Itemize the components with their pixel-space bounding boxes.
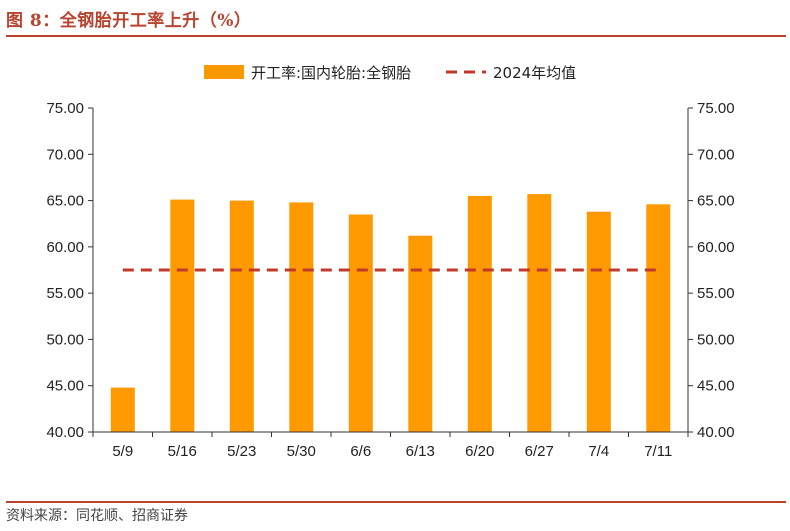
y-tick-label-right: 40.00 (697, 424, 735, 441)
x-tick-label: 5/16 (168, 443, 197, 460)
source-note: 资料来源：同花顺、招商证券 (6, 508, 188, 524)
source-rule (6, 501, 786, 503)
legend-bar-swatch (204, 65, 244, 79)
y-tick-label-right: 45.00 (697, 378, 735, 395)
bar-6-13 (408, 235, 433, 432)
bar-6-20 (467, 195, 492, 432)
bar-7-11 (646, 204, 671, 432)
x-tick-label: 7/4 (588, 443, 609, 460)
y-tick-label-left: 70.00 (46, 146, 84, 163)
y-tick-label-left: 40.00 (46, 424, 84, 441)
y-tick-label-right: 50.00 (697, 331, 735, 348)
x-tick-label: 5/30 (287, 443, 316, 460)
legend-line-label: 2024年均值 (493, 64, 576, 82)
y-tick-label-right: 75.00 (697, 100, 735, 117)
bar-5-9 (110, 387, 135, 432)
bar-5-16 (170, 199, 195, 432)
x-tick-label: 6/6 (350, 443, 371, 460)
x-tick-label: 5/9 (112, 443, 133, 460)
x-tick-label: 6/27 (525, 443, 554, 460)
x-tick-label: 6/13 (406, 443, 435, 460)
y-tick-label-right: 55.00 (697, 285, 735, 302)
x-tick-label: 5/23 (227, 443, 256, 460)
y-tick-label-left: 55.00 (46, 285, 84, 302)
y-tick-label-right: 65.00 (697, 193, 735, 210)
y-tick-label-left: 65.00 (46, 193, 84, 210)
x-tick-label: 6/20 (465, 443, 494, 460)
y-tick-label-left: 75.00 (46, 100, 84, 117)
bar-7-4 (586, 211, 611, 432)
bar-6-6 (348, 214, 373, 432)
y-tick-label-left: 45.00 (46, 378, 84, 395)
figure-title: 图 8：全钢胎开工率上升（%） (6, 11, 252, 31)
y-tick-label-left: 60.00 (46, 239, 84, 256)
bar-5-30 (289, 202, 314, 432)
title-rule (6, 35, 786, 37)
y-tick-label-right: 60.00 (697, 239, 735, 256)
bar-6-27 (527, 194, 552, 432)
legend-bar-label: 开工率:国内轮胎:全钢胎 (251, 64, 411, 82)
y-tick-label-left: 50.00 (46, 331, 84, 348)
x-tick-label: 7/11 (644, 443, 672, 460)
bar-5-23 (229, 200, 254, 432)
y-tick-label-right: 70.00 (697, 146, 735, 163)
